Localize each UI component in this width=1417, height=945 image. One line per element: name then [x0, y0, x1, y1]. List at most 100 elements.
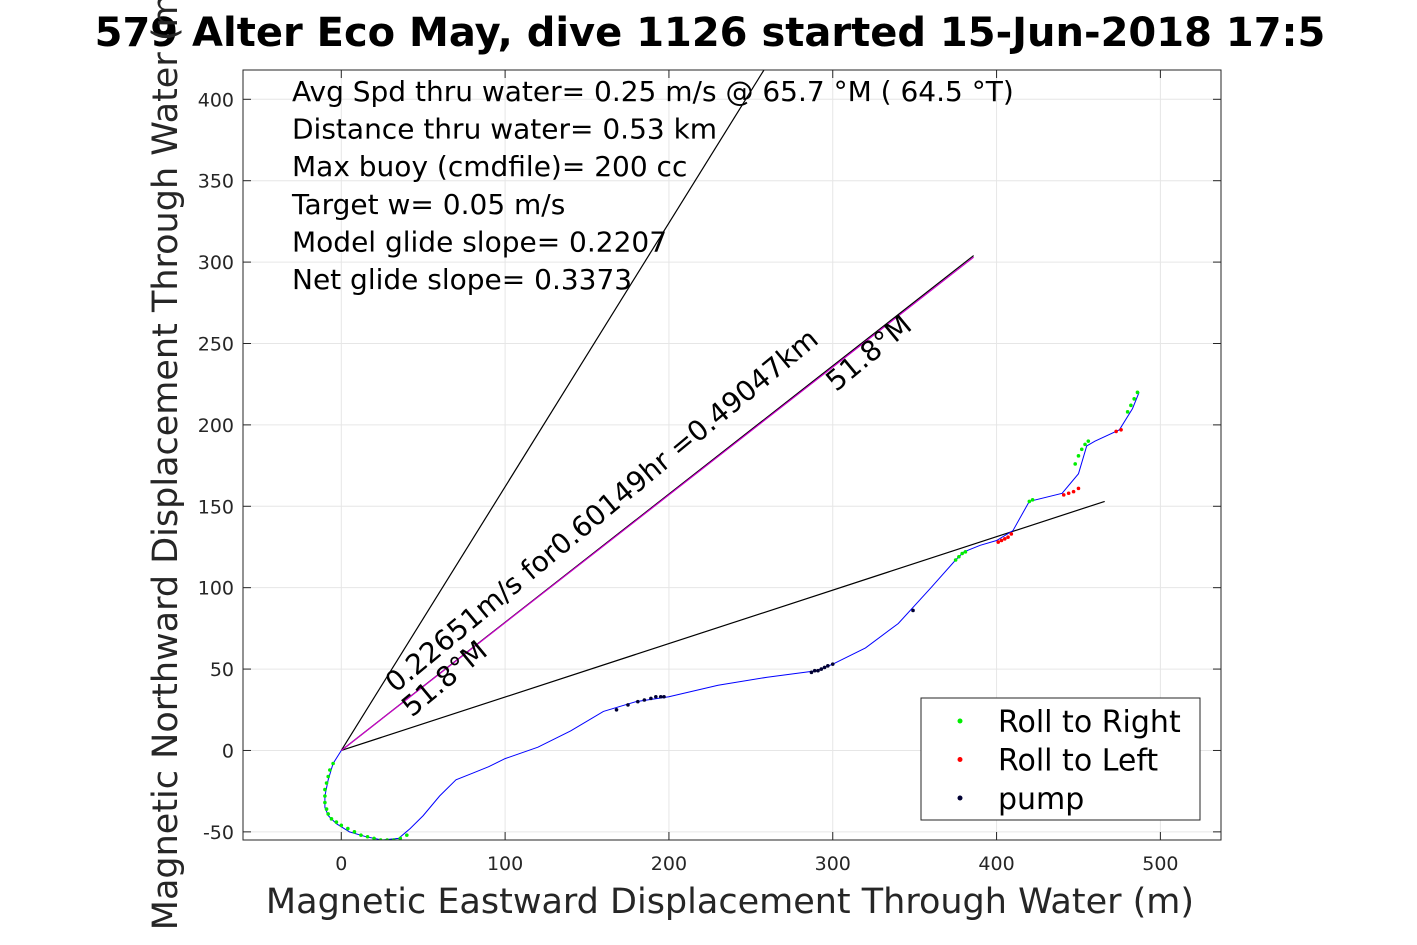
legend-entry: pump: [998, 782, 1084, 817]
legend-marker: [957, 795, 963, 801]
point-roll-to-left: [1076, 486, 1081, 491]
reference-line-1: [341, 500, 1105, 752]
point-roll-to-left: [1119, 427, 1123, 432]
reference-line-3: [340, 256, 975, 751]
data-points: [323, 390, 1140, 840]
y-tick-label: -50: [203, 822, 234, 844]
point-roll-to-right: [1132, 397, 1136, 401]
legend-marker: [957, 718, 963, 724]
point-roll-to-right: [398, 836, 403, 840]
info-line: Net glide slope= 0.3373: [292, 263, 632, 296]
point-roll-to-right: [323, 787, 327, 792]
point-roll-to-left: [1009, 532, 1014, 536]
x-tick-label: 400: [978, 853, 1014, 875]
legend-entry: Roll to Left: [998, 744, 1158, 779]
x-axis-label: Magnetic Eastward Displacement Through W…: [266, 882, 1194, 922]
point-roll-to-right: [329, 817, 334, 821]
y-tick-label: 350: [198, 171, 234, 193]
point-roll-to-right: [960, 551, 964, 556]
point-roll-to-left: [1002, 537, 1007, 541]
point-roll-to-right: [1086, 439, 1091, 443]
point-pump: [658, 694, 663, 699]
info-line: Target w= 0.05 m/s: [291, 188, 565, 221]
point-pump: [830, 662, 835, 666]
y-tick-label: 200: [198, 415, 234, 437]
x-tick-label: 300: [815, 853, 851, 875]
y-axis-label: Magnetic Northward Displacement Through …: [146, 0, 186, 930]
y-tick-label: 400: [198, 89, 234, 111]
info-line: Max buoy (cmdfile)= 200 cc: [292, 150, 687, 183]
point-pump: [809, 670, 814, 675]
info-line: Model glide slope= 0.2207: [292, 225, 667, 258]
info-line: Distance thru water= 0.53 km: [292, 113, 717, 146]
x-tick-label: 200: [651, 853, 687, 875]
point-roll-to-left: [1006, 535, 1010, 540]
axis-ticks: 0 100 200 300 400 500 -50 0 50 100 150 200 250 300 350…: [198, 70, 1221, 875]
point-roll-to-right: [359, 833, 363, 837]
point-pump: [662, 694, 666, 699]
x-tick-label: 100: [487, 853, 523, 875]
point-pump: [636, 699, 640, 704]
point-pump: [812, 668, 817, 673]
y-tick-label: 50: [210, 659, 234, 681]
point-roll-to-left: [1114, 429, 1118, 434]
point-roll-to-right: [1030, 497, 1035, 502]
point-roll-to-right: [352, 830, 357, 834]
point-roll-to-right: [365, 834, 370, 839]
x-tick-label: 500: [1142, 853, 1178, 875]
point-roll-to-left: [1071, 489, 1076, 494]
point-roll-to-left: [1061, 493, 1066, 497]
y-tick-label: 100: [198, 578, 234, 600]
grid: [243, 70, 1221, 840]
point-roll-to-right: [405, 833, 409, 837]
y-tick-label: 0: [222, 740, 234, 762]
point-pump: [614, 707, 619, 712]
point-roll-to-left: [1066, 491, 1071, 496]
legend-entry: Roll to Right: [998, 705, 1181, 740]
point-roll-to-right: [1079, 447, 1084, 452]
point-roll-to-right: [331, 761, 335, 766]
point-roll-to-right: [1129, 403, 1133, 408]
info-text-block: Avg Spd thru water= 0.25 m/s @ 65.7 °M (…: [291, 75, 1014, 296]
point-roll-to-right: [963, 550, 968, 554]
point-roll-to-right: [957, 554, 961, 559]
point-roll-to-right: [1135, 390, 1140, 395]
y-tick-label: 300: [198, 252, 234, 274]
point-roll-to-right: [1073, 462, 1078, 466]
point-roll-to-right: [324, 807, 329, 811]
point-roll-to-right: [324, 781, 329, 785]
point-pump: [816, 668, 820, 673]
point-roll-to-right: [334, 820, 339, 824]
point-roll-to-right: [326, 774, 330, 779]
legend-box: [920, 697, 1201, 821]
y-tick-label: 150: [198, 496, 234, 518]
point-pump: [626, 703, 630, 707]
point-roll-to-right: [323, 794, 327, 798]
chart-title: 579 Alter Eco May, dive 1126 started 15-…: [95, 10, 1326, 56]
point-roll-to-left: [996, 540, 1001, 544]
point-pump: [819, 667, 824, 671]
x-tick-label: 0: [335, 853, 347, 875]
point-pump: [654, 694, 658, 699]
point-pump: [826, 664, 830, 668]
point-roll-to-right: [372, 836, 376, 840]
y-tick-label: 250: [198, 333, 234, 355]
point-roll-to-left: [999, 538, 1004, 543]
point-roll-to-right: [328, 768, 332, 772]
point-roll-to-right: [326, 812, 330, 816]
reference-lines: [340, 70, 1105, 752]
point-roll-to-right: [1083, 442, 1087, 447]
point-pump: [822, 665, 827, 670]
point-roll-to-right: [346, 826, 350, 831]
info-line: Avg Spd thru water= 0.25 m/s @ 65.7 °M (…: [292, 75, 1014, 108]
point-roll-to-right: [1125, 410, 1130, 414]
point-roll-to-right: [1027, 499, 1032, 504]
point-roll-to-right: [323, 800, 327, 805]
reference-line-0: [340, 70, 765, 751]
point-roll-to-right: [1076, 454, 1081, 458]
point-pump: [911, 608, 915, 613]
point-roll-to-right: [339, 823, 344, 828]
point-pump: [642, 698, 647, 702]
